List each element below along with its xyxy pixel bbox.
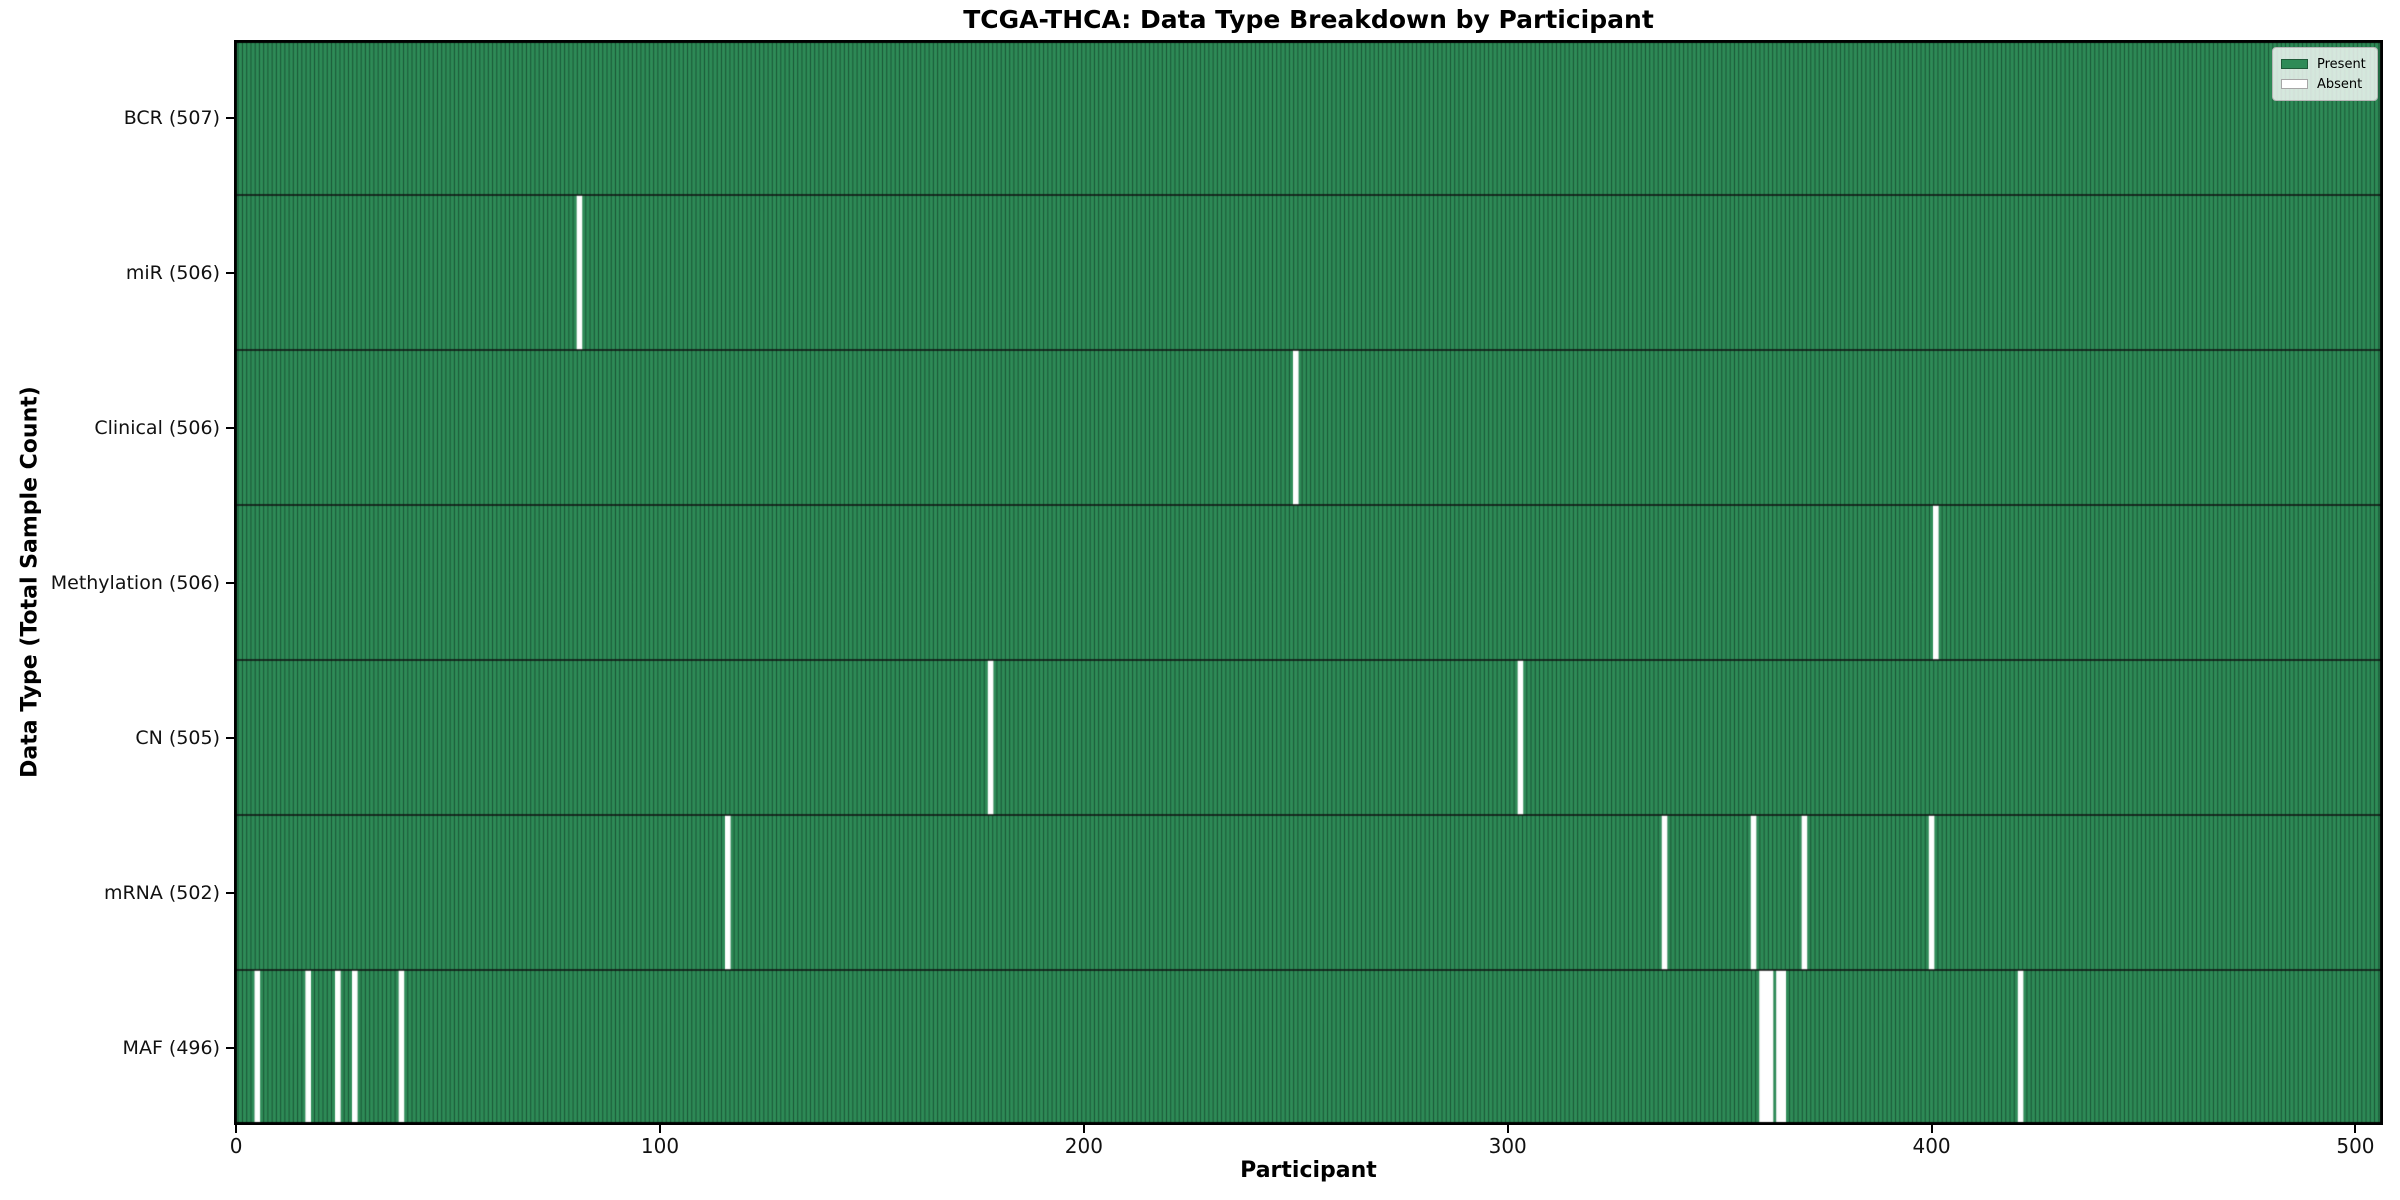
legend-swatch-absent	[2281, 79, 2308, 89]
x-tick-label: 0	[229, 1134, 243, 1158]
legend-label-absent: Absent	[2317, 76, 2363, 92]
legend-entry-present: Present	[2281, 54, 2369, 74]
y-tick-mark	[226, 116, 234, 119]
x-tick-mark	[1082, 1125, 1085, 1133]
y-tick-label: miR (506)	[125, 261, 220, 284]
plot-area: Present Absent	[234, 40, 2383, 1125]
y-tick-label: MAF (496)	[122, 1036, 220, 1059]
y-tick-label: Clinical (506)	[94, 416, 220, 439]
x-tick-label: 200	[1064, 1134, 1103, 1158]
legend: Present Absent	[2272, 47, 2378, 101]
x-tick-label: 300	[1488, 1134, 1527, 1158]
y-tick-mark	[226, 891, 234, 894]
y-tick-label: Methylation (506)	[50, 571, 220, 594]
y-tick-mark	[226, 271, 234, 274]
x-tick-label: 400	[1912, 1134, 1951, 1158]
y-tick-label: BCR (507)	[123, 106, 220, 129]
y-tick-label: mRNA (502)	[103, 881, 220, 904]
x-tick-mark	[1930, 1125, 1933, 1133]
y-tick-label: CN (505)	[135, 726, 220, 749]
legend-label-present: Present	[2317, 56, 2366, 72]
x-tick-mark	[235, 1125, 238, 1133]
x-axis-title: Participant	[1240, 1158, 1377, 1183]
y-tick-mark	[226, 581, 234, 584]
x-tick-label: 500	[2336, 1134, 2375, 1158]
x-tick-mark	[658, 1125, 661, 1133]
legend-swatch-present	[2281, 59, 2308, 69]
x-tick-label: 100	[640, 1134, 680, 1158]
chart-title: TCGA-THCA: Data Type Breakdown by Partic…	[963, 5, 1654, 34]
heatmap-canvas	[234, 40, 2383, 1125]
y-tick-mark	[226, 736, 234, 739]
x-tick-mark	[2354, 1125, 2357, 1133]
y-tick-mark	[226, 426, 234, 429]
x-tick-mark	[1506, 1125, 1509, 1133]
legend-entry-absent: Absent	[2281, 74, 2369, 94]
y-tick-mark	[226, 1046, 234, 1049]
